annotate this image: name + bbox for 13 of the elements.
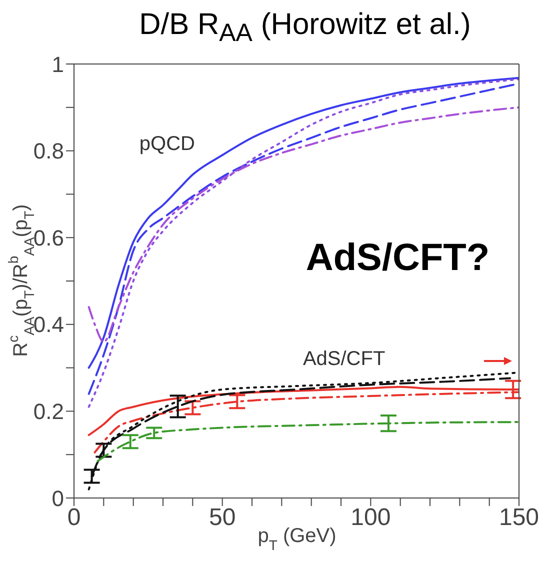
annotation: AdS/CFT bbox=[302, 348, 386, 371]
annotation: AdS/CFT? bbox=[306, 237, 490, 280]
y-tick-label: 0.8 bbox=[33, 138, 64, 164]
y-tick-label: 0.2 bbox=[33, 399, 64, 424]
x-tick-label: 50 bbox=[208, 504, 236, 532]
x-tick-label: 100 bbox=[350, 504, 391, 532]
x-axis-title: p$_{T}$ (GeV) bbox=[258, 525, 336, 553]
y-tick-label: 1 bbox=[52, 52, 64, 77]
y-tick-label: 0 bbox=[52, 486, 64, 511]
chart-title: D/B R$_{AA}$ (Horowitz et al.) bbox=[138, 8, 472, 48]
annotation: pQCD bbox=[139, 132, 195, 156]
y-tick-label: 0.6 bbox=[33, 225, 64, 250]
x-tick-label: 150 bbox=[498, 504, 540, 532]
